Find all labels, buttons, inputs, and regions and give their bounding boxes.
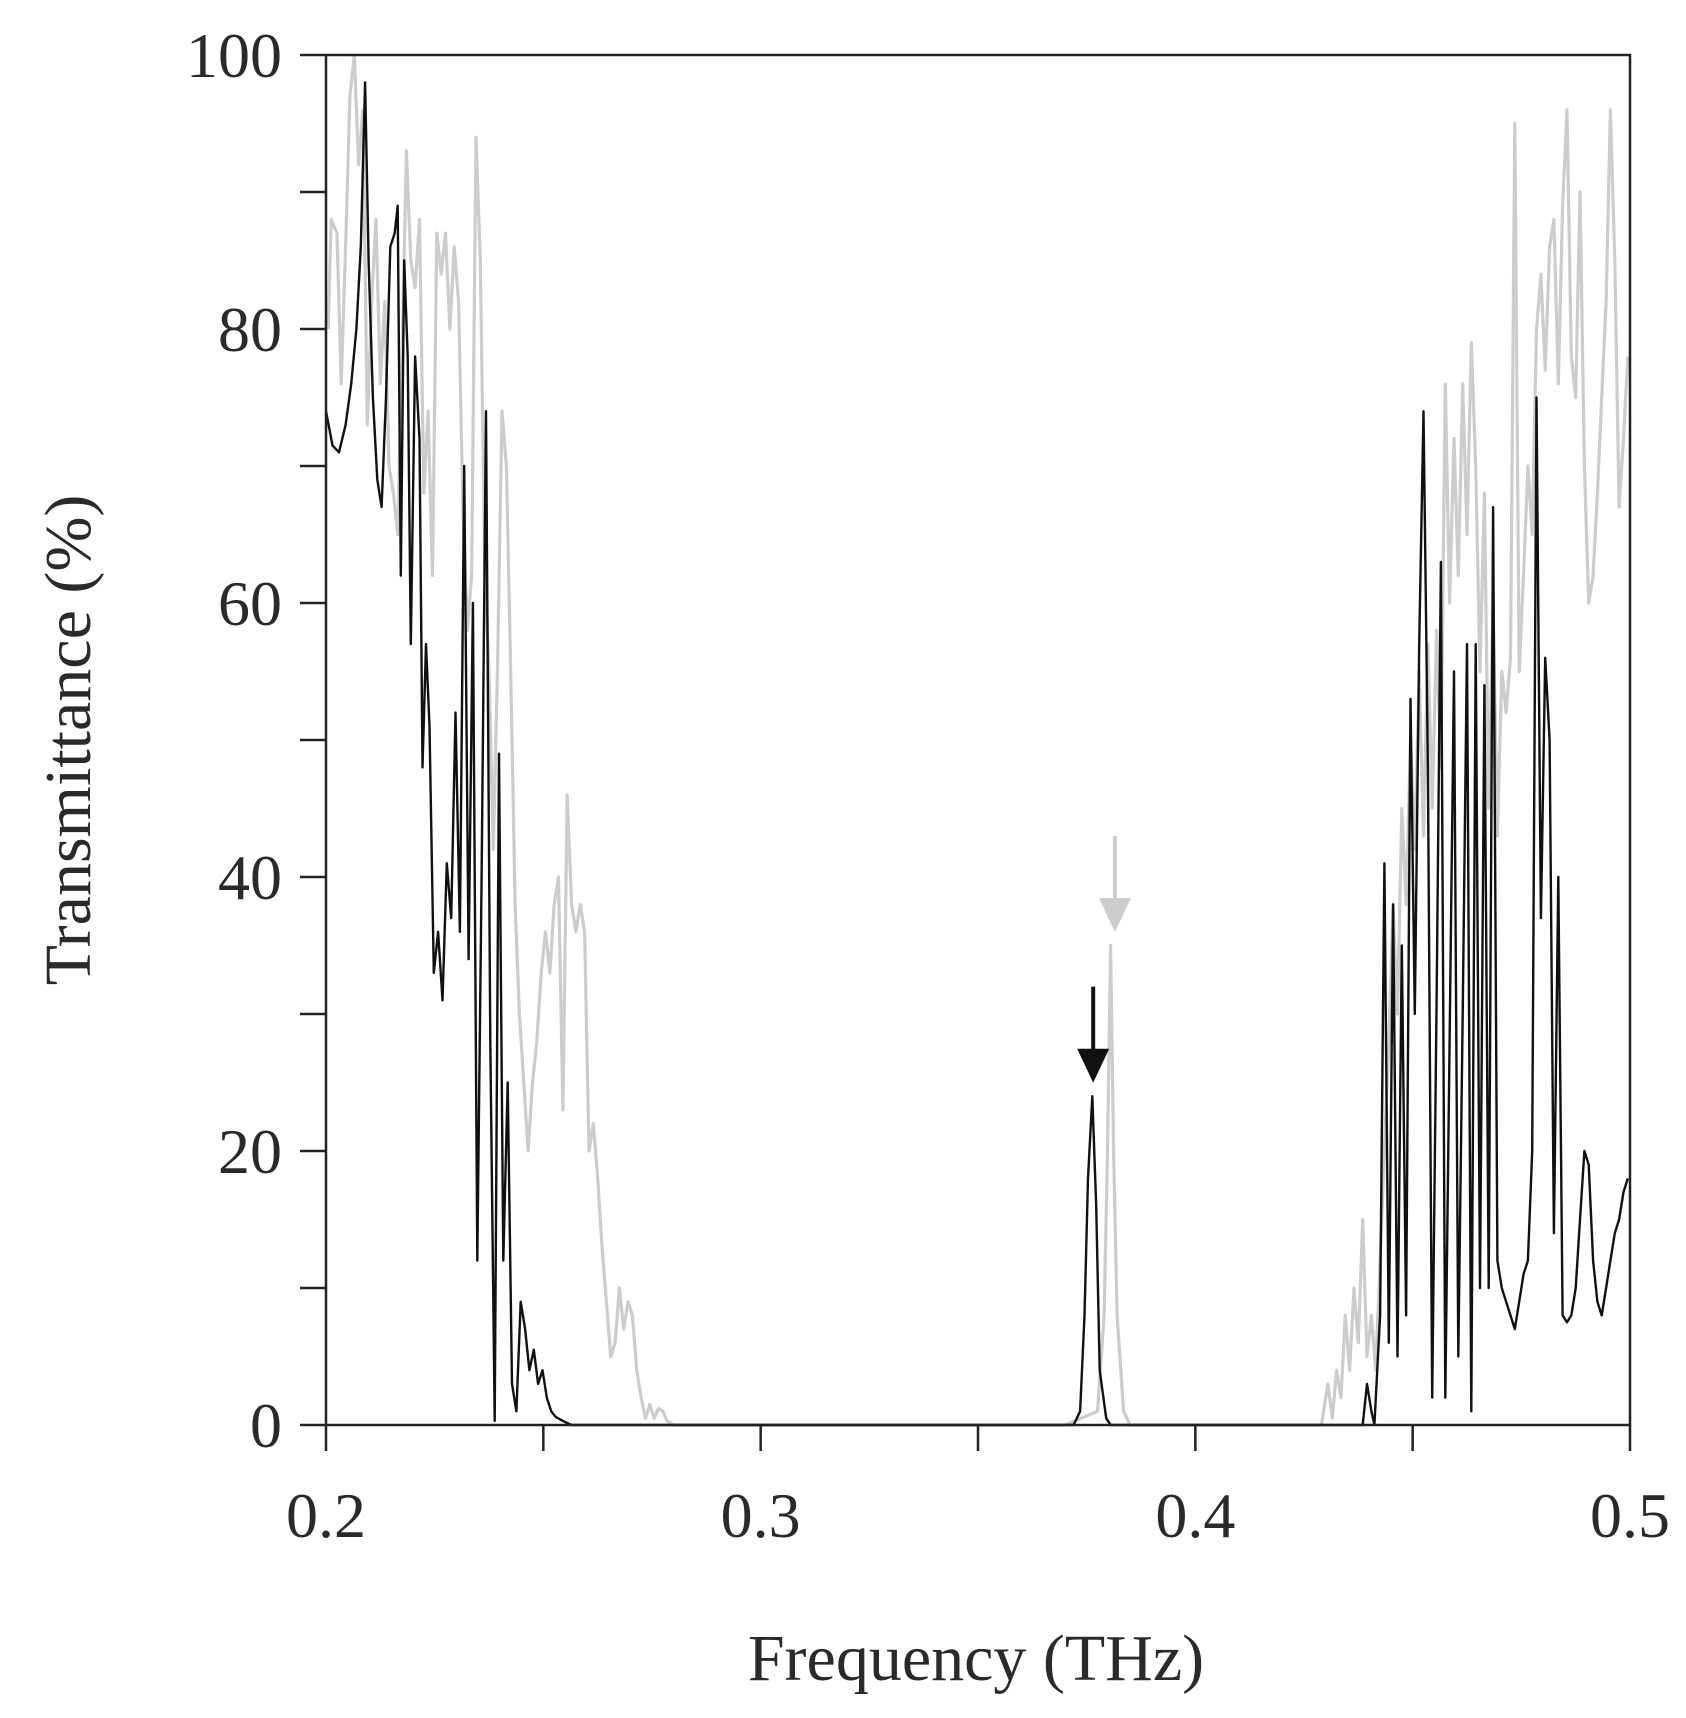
- peak-arrow-2: [1098, 835, 1131, 933]
- y-tick-label: 100: [186, 20, 282, 91]
- series-line-1: [326, 53, 1630, 1427]
- x-tick-label: 0.4: [1155, 1480, 1235, 1551]
- x-tick-label: 0.3: [721, 1480, 801, 1551]
- y-tick-label: 20: [218, 1116, 282, 1187]
- series-layer: [324, 53, 1630, 1427]
- y-axis-label: Transmittance (%): [32, 495, 105, 986]
- y-tick-label: 60: [218, 568, 282, 639]
- x-axis-label: Frequency (THz): [748, 1622, 1204, 1695]
- tick-layer: 0.2 0.3 0.4 0.5 0 20 40 60 80 100: [186, 20, 1670, 1551]
- y-tick-label: 80: [218, 294, 282, 365]
- x-tick-label: 0.2: [286, 1480, 366, 1551]
- y-tick-label: 0: [250, 1390, 282, 1461]
- annotation-layer: [1077, 835, 1131, 1083]
- x-tick-label: 0.5: [1590, 1480, 1670, 1551]
- series-line-2: [324, 81, 1629, 1427]
- peak-arrow-1: [1077, 986, 1110, 1083]
- y-tick-label: 40: [218, 842, 282, 913]
